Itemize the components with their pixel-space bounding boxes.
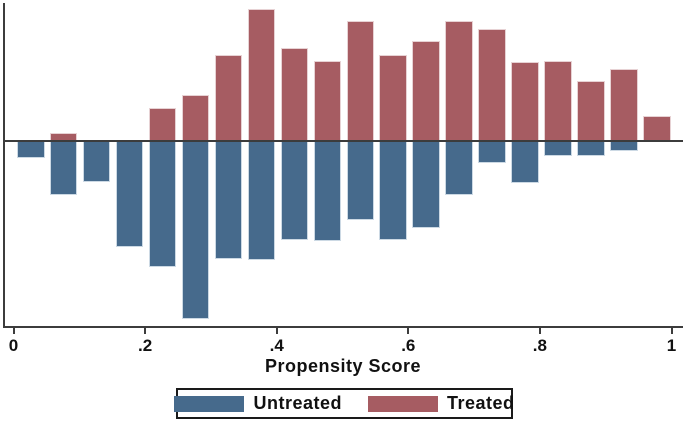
untreated-bar xyxy=(379,142,407,240)
treated-bar xyxy=(49,133,78,140)
x-axis-title: Propensity Score xyxy=(264,356,422,376)
untreated-bar xyxy=(610,142,638,151)
treated-bar xyxy=(610,69,638,140)
treated-bar xyxy=(379,55,407,140)
x-tick-label: .6 xyxy=(401,336,416,355)
treated-label: Treated xyxy=(447,393,515,413)
x-tick-label: .8 xyxy=(532,336,547,355)
treated-bar xyxy=(445,21,473,140)
untreated-bar xyxy=(115,142,144,247)
untreated-bar xyxy=(445,142,473,195)
x-tick xyxy=(12,328,15,334)
x-tick xyxy=(144,328,147,334)
untreated-bar xyxy=(313,142,342,241)
y-axis-line xyxy=(3,3,5,328)
untreated-label: Untreated xyxy=(253,393,342,413)
x-tick-label: 0 xyxy=(8,336,19,355)
legend-item-untreated: Untreated xyxy=(174,393,342,414)
untreated-bar xyxy=(181,142,210,319)
untreated-bar xyxy=(577,142,605,156)
x-axis-line xyxy=(3,326,683,328)
legend-item-treated: Treated xyxy=(368,393,515,414)
treated-bar xyxy=(577,81,605,140)
x-tick xyxy=(670,328,673,334)
treated-bar xyxy=(643,116,671,140)
untreated-bar xyxy=(478,142,506,163)
treated-bar xyxy=(181,95,210,140)
untreated-bar xyxy=(49,142,78,195)
untreated-bar xyxy=(17,142,45,158)
untreated-swatch xyxy=(174,395,245,412)
untreated-bar xyxy=(412,142,440,228)
untreated-bar xyxy=(148,142,177,267)
treated-bar xyxy=(511,62,539,140)
x-tick xyxy=(538,328,541,334)
x-tick xyxy=(407,328,410,334)
untreated-bar xyxy=(346,142,374,220)
untreated-bar xyxy=(214,142,243,259)
treated-swatch xyxy=(368,395,438,412)
untreated-bar xyxy=(82,142,111,182)
x-tick-label: .4 xyxy=(269,336,284,355)
treated-bar xyxy=(478,29,506,140)
treated-bar xyxy=(313,61,342,140)
x-tick xyxy=(275,328,278,334)
treated-bar xyxy=(346,21,374,140)
treated-bar xyxy=(280,48,309,140)
treated-bar xyxy=(247,9,276,140)
treated-bar xyxy=(148,108,177,140)
zero-baseline xyxy=(3,140,683,142)
treated-bar xyxy=(214,55,243,140)
treated-bar xyxy=(412,41,440,140)
treated-bar xyxy=(544,61,572,140)
x-tick-label: .2 xyxy=(138,336,153,355)
legend: Untreated Treated xyxy=(174,388,515,419)
untreated-bar xyxy=(247,142,276,260)
x-tick-label: 1 xyxy=(666,336,677,355)
untreated-bar xyxy=(280,142,309,240)
untreated-bar xyxy=(544,142,572,156)
untreated-bar xyxy=(511,142,539,183)
